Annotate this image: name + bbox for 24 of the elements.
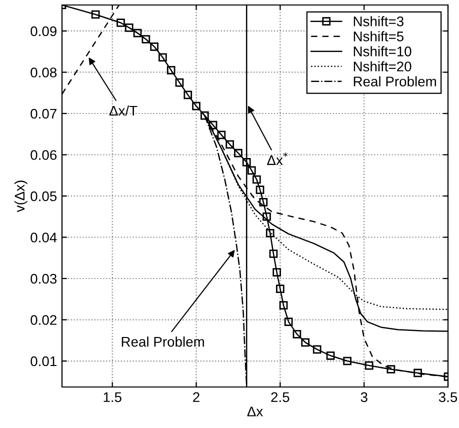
y-axis-title: v(Δx) [14, 180, 28, 212]
y-tick-label: 0.06 [30, 150, 57, 160]
y-tick-label: 0.08 [30, 68, 57, 78]
y-tick-label: 0.03 [30, 274, 57, 284]
annotation: Δx/T [109, 105, 138, 116]
x-tick-label: 3 [360, 392, 368, 402]
x-tick-label: 2.5 [271, 392, 290, 402]
x-tick-label: 2 [193, 392, 200, 402]
x-axis-title: Δx [247, 406, 263, 416]
y-tick-label: 0.09 [30, 26, 56, 36]
legend-label: Nshift=10 [354, 46, 412, 56]
annotation: Real Problem [122, 336, 204, 347]
x-tick-label: 3.5 [438, 392, 458, 402]
y-tick-label: 0.01 [30, 356, 56, 366]
y-tick-label: 0.07 [30, 108, 56, 119]
y-tick-label: 0.02 [30, 315, 56, 325]
y-tick-label: 0.05 [30, 191, 57, 202]
annotation: Δx$^{*}$ [267, 152, 288, 165]
legend-label: Real Problem [354, 76, 436, 86]
x-tick-label: 1.5 [104, 392, 122, 402]
legend-label: Nshift=5 [354, 31, 404, 42]
legend-label: Nshift=3 [354, 16, 404, 26]
y-tick-label: 0.04 [30, 232, 57, 242]
legend-label: Nshift=20 [354, 61, 412, 72]
